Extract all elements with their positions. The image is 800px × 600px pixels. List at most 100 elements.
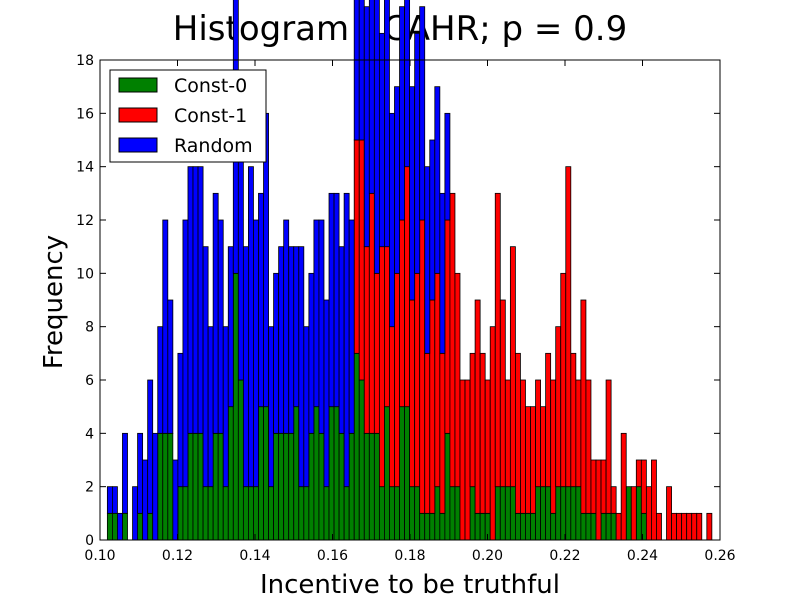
y-tick-label: 0	[85, 533, 94, 549]
bar-const-1	[590, 459, 597, 514]
bar-const-0	[283, 432, 290, 541]
bar-const-0	[444, 432, 451, 541]
bar-const-1	[434, 272, 441, 488]
y-tick-label: 6	[85, 373, 94, 389]
bar-random	[358, 0, 365, 141]
bar-const-0	[212, 432, 219, 541]
bar-const-0	[525, 512, 531, 541]
bar-random	[187, 166, 194, 434]
bar-const-0	[625, 486, 632, 541]
bar-const-1	[464, 379, 471, 541]
bar-const-1	[645, 486, 652, 541]
bar-random	[106, 486, 113, 514]
bar-random	[202, 246, 209, 488]
bar-random	[368, 0, 375, 194]
bar-random	[182, 219, 189, 488]
bar-const-0	[434, 486, 441, 541]
y-tick-label: 12	[76, 213, 94, 229]
bar-const-1	[630, 486, 637, 541]
bar-const-1	[575, 379, 582, 488]
bar-const-0	[222, 486, 229, 541]
bar-const-0	[504, 486, 511, 541]
bar-const-1	[560, 272, 567, 488]
bar-random	[122, 432, 128, 514]
bar-const-0	[232, 272, 239, 541]
bar-const-0	[409, 486, 416, 541]
bar-random	[217, 219, 224, 434]
bar-const-0	[106, 512, 113, 541]
bar-random	[363, 6, 370, 248]
bar-random	[152, 432, 159, 541]
legend-label-const-1: Const-1	[174, 105, 247, 127]
bar-random	[439, 192, 446, 354]
bar-random	[253, 219, 259, 488]
bar-const-0	[162, 432, 169, 541]
bar-const-0	[373, 432, 380, 541]
bar-const-0	[560, 486, 567, 541]
bar-const-1	[444, 219, 451, 434]
bar-random	[429, 139, 436, 301]
bar-const-1	[635, 459, 642, 488]
bar-random	[142, 459, 149, 541]
bar-const-1	[449, 192, 456, 488]
bar-const-0	[479, 512, 486, 541]
bar-random	[288, 246, 295, 434]
bar-const-0	[424, 512, 431, 541]
bar-const-1	[414, 272, 421, 488]
bar-const-0	[509, 486, 516, 541]
bar-const-0	[258, 406, 264, 541]
y-tick-label: 18	[76, 53, 94, 69]
bar-random	[227, 246, 234, 408]
bar-const-0	[635, 486, 642, 541]
bar-const-1	[706, 512, 713, 541]
bar-const-1	[615, 512, 622, 541]
bar-const-0	[590, 512, 597, 541]
x-tick-label: 0.22	[549, 548, 580, 564]
bar-const-0	[192, 432, 199, 541]
bar-random	[434, 86, 441, 274]
bar-random	[258, 192, 264, 408]
bar-random	[394, 86, 400, 274]
bar-const-1	[530, 406, 536, 514]
bar-const-0	[273, 432, 280, 541]
y-tick-label: 16	[76, 106, 94, 122]
bar-random	[323, 299, 330, 488]
bar-const-0	[227, 406, 234, 541]
bar-random	[177, 352, 184, 488]
bar-const-1	[515, 352, 521, 514]
bar-const-1	[545, 352, 552, 488]
bar-const-0	[469, 486, 476, 541]
bar-random	[112, 486, 118, 514]
bar-const-0	[328, 406, 335, 541]
bar-const-1	[640, 459, 647, 514]
x-tick-label: 0.12	[162, 548, 193, 564]
bar-const-0	[187, 432, 194, 541]
bar-const-0	[248, 486, 254, 541]
bar-const-1	[368, 192, 375, 434]
bar-const-1	[454, 272, 461, 488]
x-tick-label: 0.16	[317, 548, 348, 564]
bar-const-1	[691, 512, 698, 541]
bar-const-0	[494, 486, 501, 541]
bar-random	[293, 246, 300, 408]
bar-random	[399, 6, 405, 221]
bar-const-1	[540, 406, 547, 488]
bar-const-1	[565, 166, 572, 488]
bar-const-0	[368, 432, 375, 541]
bar-const-1	[671, 512, 677, 541]
bar-const-0	[404, 406, 411, 541]
bar-random	[313, 219, 320, 408]
bar-const-1	[429, 299, 436, 514]
bar-random	[328, 192, 335, 408]
bar-const-0	[399, 406, 405, 541]
axis-ticks: 0.10 0.12 0.14 0.16 0.18 0.20 0.22 0.24 0.26 0 2 4 6…	[76, 53, 736, 564]
bar-const-0	[242, 486, 249, 541]
bar-const-0	[137, 512, 144, 541]
bar-const-1	[651, 459, 657, 541]
x-tick-label: 0.10	[84, 548, 115, 564]
bar-const-1	[555, 326, 562, 488]
bar-const-0	[378, 486, 385, 541]
bar-const-1	[620, 432, 627, 541]
bar-random	[197, 166, 204, 434]
bar-const-0	[570, 486, 577, 541]
